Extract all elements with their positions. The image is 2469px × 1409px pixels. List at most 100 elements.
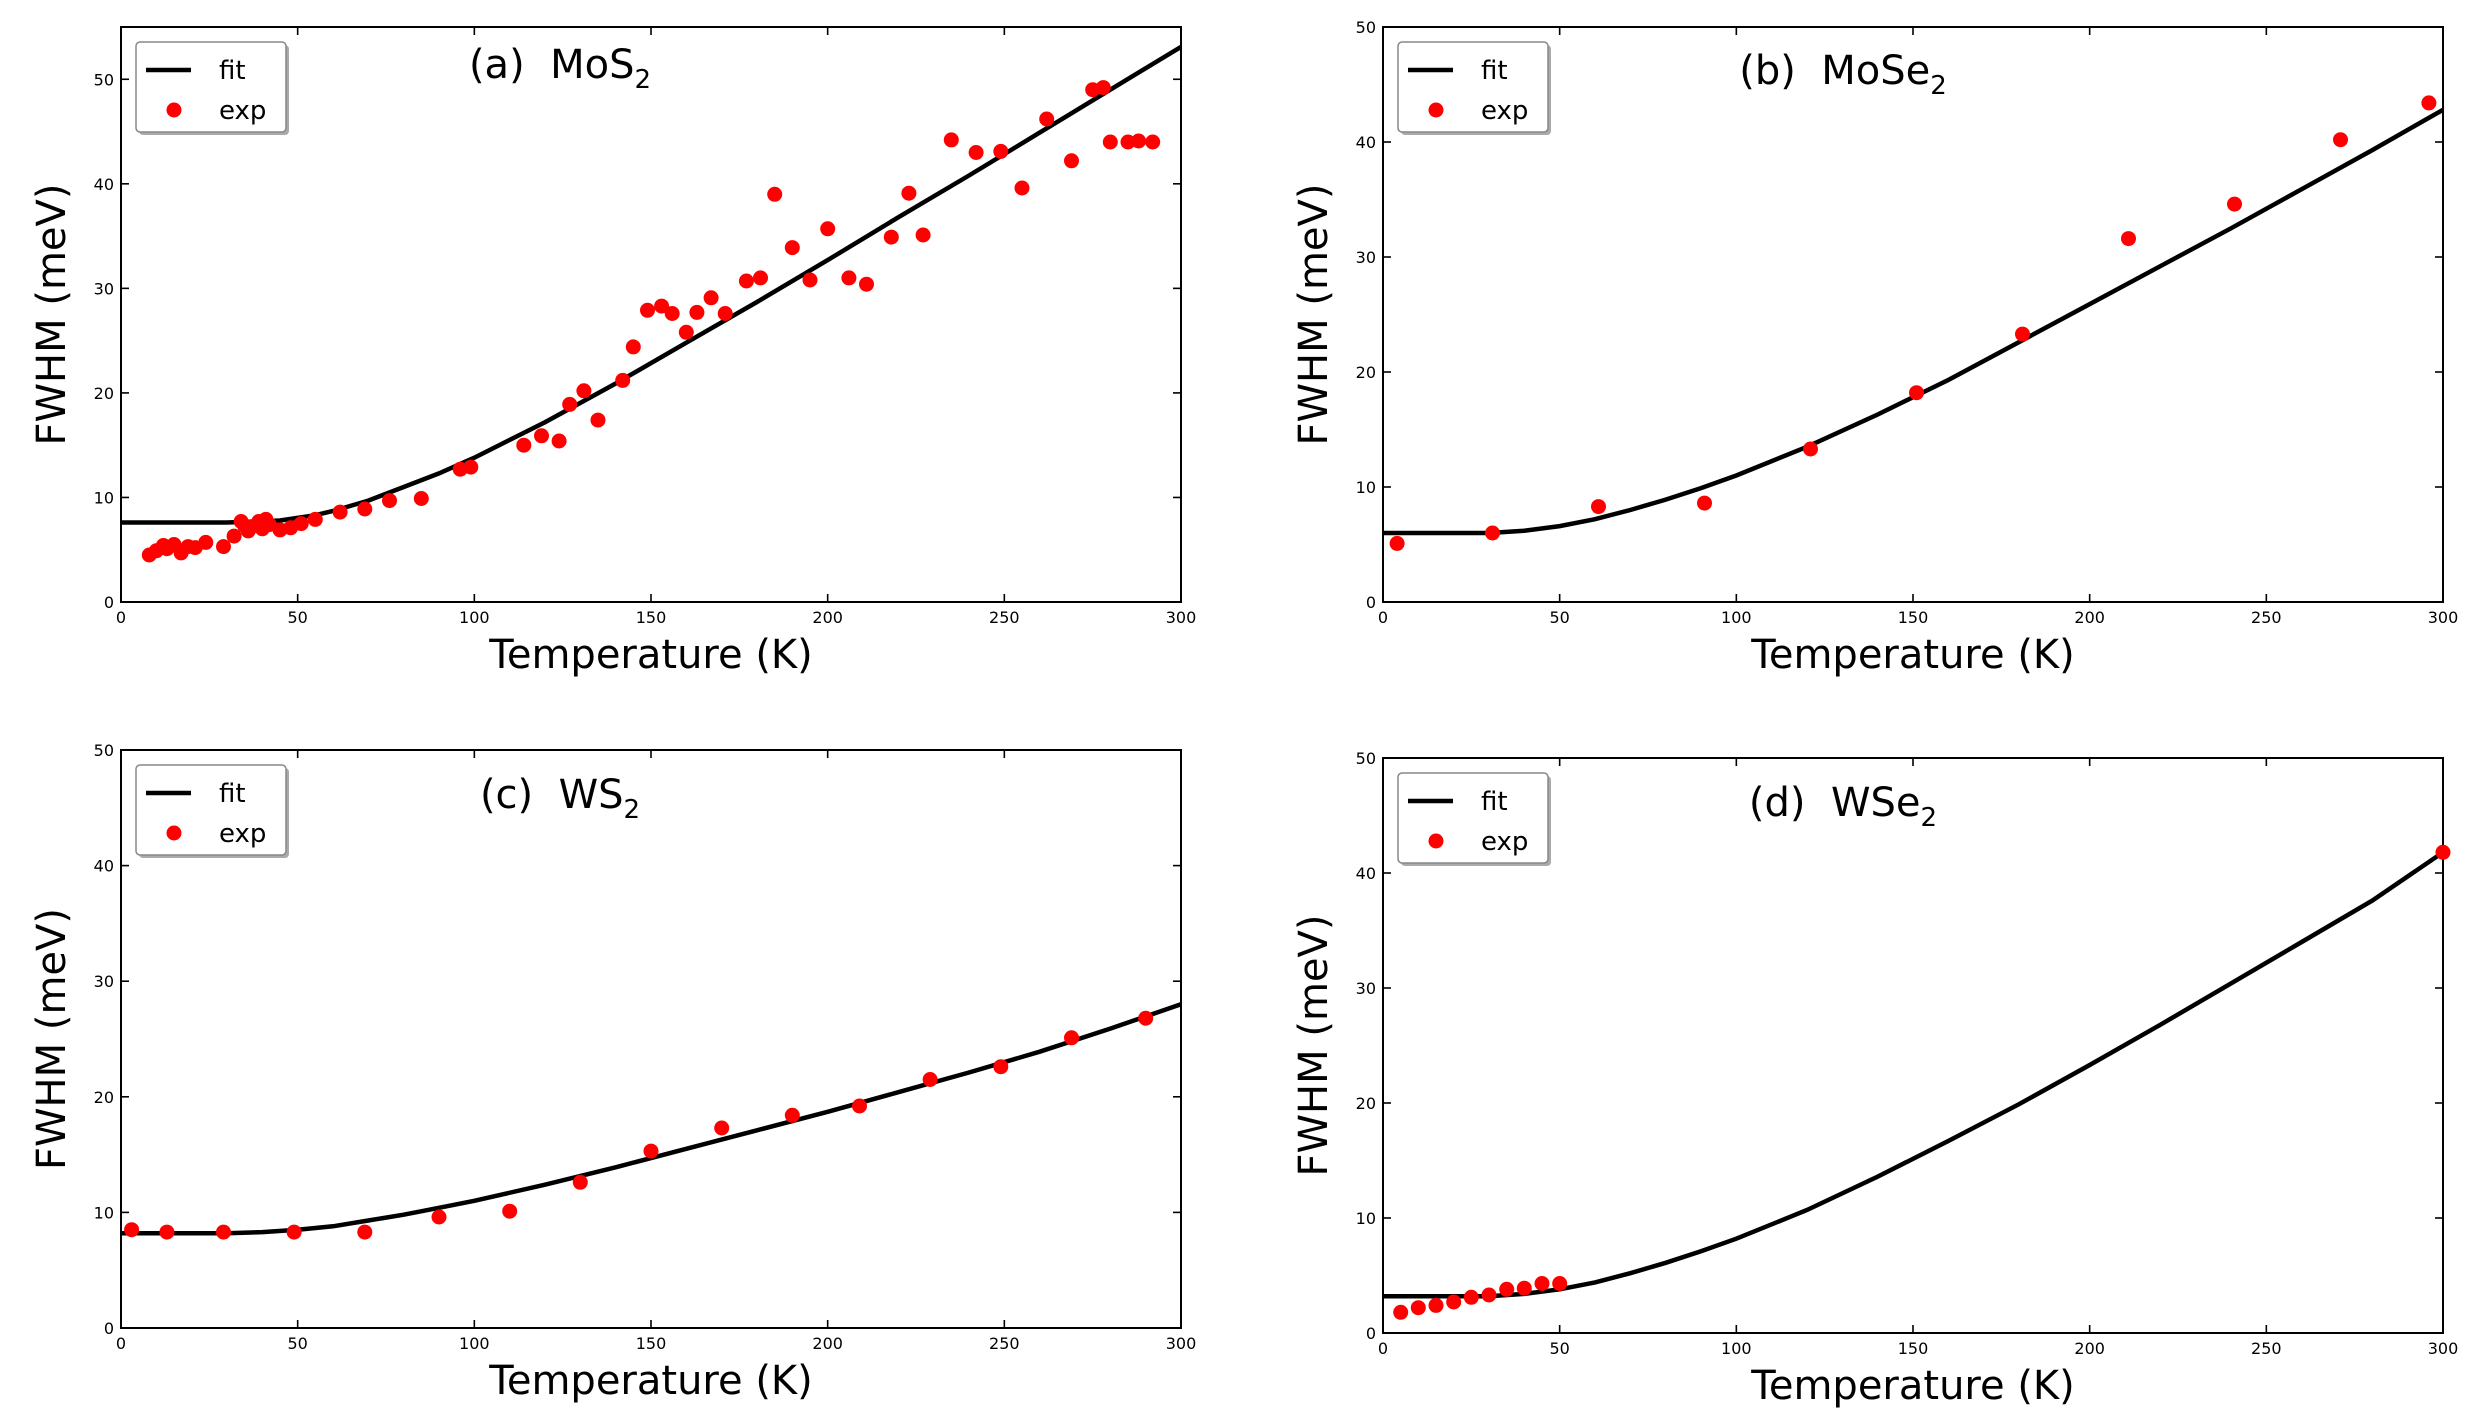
- exp-point: [993, 143, 1009, 159]
- exp-point: [643, 1143, 659, 1159]
- panel-title: (b) MoSe2: [1739, 48, 1947, 101]
- exp-point: [1064, 153, 1079, 169]
- panel-d: 0 50 100 150 200 250 300 0 10 20 30 40 50 Temperature…: [1291, 749, 2458, 1409]
- legend-exp-swatch: [1428, 102, 1444, 118]
- exp-point: [413, 491, 429, 506]
- exp-point: [802, 272, 818, 288]
- exp-point: [382, 493, 397, 509]
- x-tick-label: 100: [1721, 1339, 1752, 1358]
- x-axis-label: Temperature (K): [488, 632, 813, 678]
- panel-title: (d) WSe2: [1749, 780, 1937, 833]
- exp-point: [1064, 1030, 1079, 1046]
- y-tick-label: 50: [1356, 749, 1376, 768]
- panel-title: (c) WS2: [480, 772, 640, 825]
- exp-point: [852, 1098, 867, 1114]
- exp-point: [664, 306, 680, 321]
- exp-point: [1428, 1297, 1444, 1313]
- exp-point: [1591, 499, 1606, 515]
- y-tick-label: 20: [94, 384, 114, 403]
- exp-point: [1552, 1276, 1568, 1291]
- exp-point: [332, 504, 348, 520]
- exp-point: [968, 145, 984, 160]
- exp-point: [2121, 231, 2136, 247]
- exp-point: [615, 372, 631, 388]
- exp-point: [1485, 525, 1500, 541]
- panel-c: 0 50 100 150 200 250 300 0 10 20 30 40 50 Temperature…: [29, 741, 1196, 1404]
- exp-point: [1145, 134, 1161, 150]
- x-axis-label: Temperature (K): [488, 1358, 813, 1404]
- exp-point: [1463, 1289, 1479, 1305]
- legend: fit exp: [1397, 772, 1551, 866]
- exp-point: [1095, 80, 1111, 96]
- exp-point: [640, 302, 655, 318]
- legend-exp-swatch: [166, 825, 182, 841]
- y-tick-label: 40: [1356, 133, 1376, 152]
- x-tick-label: 0: [116, 1334, 126, 1353]
- exp-point: [516, 437, 532, 453]
- x-tick-label: 200: [812, 608, 843, 627]
- x-tick-label: 250: [2251, 608, 2282, 627]
- exp-point: [590, 412, 606, 428]
- legend-exp-label: exp: [1481, 827, 1528, 857]
- exp-point: [2227, 196, 2242, 212]
- fit-line: [1383, 850, 2443, 1299]
- exp-point: [216, 539, 231, 555]
- exp-point: [784, 1107, 800, 1123]
- y-tick-label: 0: [104, 593, 114, 612]
- title-subscript: 2: [624, 795, 641, 825]
- exp-point: [714, 1120, 730, 1136]
- exp-point: [915, 227, 931, 243]
- y-tick-label: 50: [1356, 18, 1376, 37]
- x-tick-label: 0: [1378, 608, 1388, 627]
- exp-point: [943, 132, 959, 148]
- exp-point: [625, 339, 641, 355]
- panel-b: 0 50 100 150 200 250 300 0 10 20 30 40 50 Temperature…: [1291, 18, 2458, 678]
- exp-point: [502, 1203, 518, 1219]
- x-tick-label: 200: [2074, 608, 2105, 627]
- y-tick-label: 30: [94, 972, 114, 991]
- exp-point: [551, 433, 567, 449]
- x-tick-label: 300: [2428, 1339, 2459, 1358]
- x-tick-label: 0: [116, 608, 126, 627]
- x-tick-label: 300: [1166, 608, 1197, 627]
- x-tick-label: 150: [1898, 1339, 1929, 1358]
- x-tick-label: 100: [459, 1334, 490, 1353]
- exp-point: [841, 270, 857, 286]
- x-tick-label: 150: [1898, 608, 1929, 627]
- y-tick-label: 10: [94, 488, 114, 507]
- exp-point: [1446, 1294, 1462, 1310]
- exp-point: [463, 459, 479, 475]
- legend: fit exp: [135, 764, 289, 858]
- exp-point: [654, 298, 670, 314]
- exp-point: [767, 186, 783, 202]
- title-subscript: 2: [1930, 71, 1947, 101]
- x-tick-label: 100: [1721, 608, 1752, 627]
- exp-point: [993, 1059, 1009, 1075]
- exp-point: [1393, 1304, 1409, 1320]
- exp-point: [753, 270, 768, 286]
- exp-point: [2421, 95, 2437, 111]
- x-tick-label: 200: [812, 1334, 843, 1353]
- exp-point: [1102, 134, 1118, 150]
- x-tick-label: 50: [1549, 608, 1569, 627]
- legend-exp-swatch: [166, 102, 182, 118]
- y-axis-label: FWHM (meV): [1291, 183, 1337, 445]
- x-tick-label: 250: [2251, 1339, 2282, 1358]
- y-tick-label: 40: [1356, 864, 1376, 883]
- exp-point: [1039, 111, 1055, 127]
- exp-point: [2333, 132, 2348, 148]
- panel-title: (a) MoS2: [469, 42, 651, 95]
- x-tick-label: 100: [459, 608, 490, 627]
- x-tick-label: 250: [989, 1334, 1020, 1353]
- y-tick-label: 10: [94, 1203, 114, 1222]
- legend-exp-label: exp: [219, 96, 266, 126]
- y-tick-label: 20: [94, 1088, 114, 1107]
- exp-point: [1481, 1287, 1497, 1303]
- exp-point: [1697, 495, 1712, 511]
- y-tick-label: 30: [1356, 979, 1376, 998]
- panel-a: 0 50 100 150 200 250 300 0 10 20 30 40 50 Temperature…: [29, 26, 1197, 678]
- exp-point: [1138, 1010, 1154, 1026]
- exp-point: [2015, 326, 2030, 342]
- exp-point: [216, 1224, 231, 1240]
- legend: fit exp: [1397, 41, 1551, 135]
